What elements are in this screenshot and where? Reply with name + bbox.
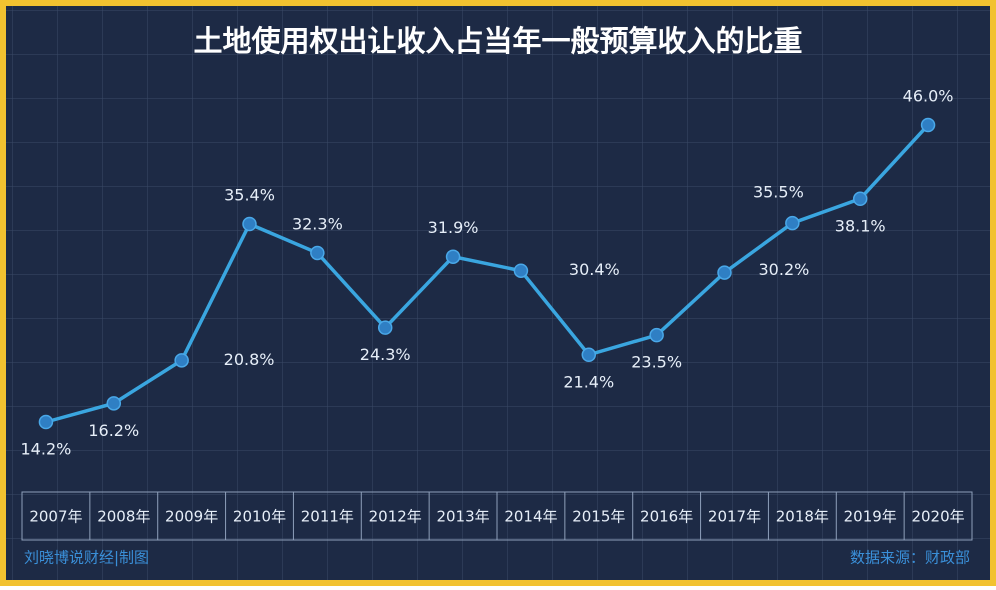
x-tick-label: 2010年 [233,508,286,526]
data-point [581,347,597,363]
x-tick-label: 2008年 [97,508,150,526]
data-point [310,245,325,261]
x-tick-label: 2016年 [640,508,693,526]
x-tick-label: 2018年 [776,508,829,526]
data-point [377,320,393,335]
x-tick-label: 2013年 [436,508,489,526]
data-point [513,263,529,278]
data-label: 46.0% [903,87,954,106]
data-label: 16.2% [88,421,139,440]
data-line [45,123,930,424]
x-tick-label: 2015年 [572,508,625,526]
data-point [785,215,800,231]
chart-title: 土地使用权出让收入占当年一般预算收入的比重 [193,24,802,58]
x-tick-label: 2009年 [165,508,218,526]
data-point [717,265,732,280]
data-point [920,117,936,133]
data-point [106,396,122,411]
data-label: 38.1% [835,216,886,235]
source: 数据来源：财政部 [850,549,970,567]
x-tick-label: 2011年 [301,508,354,526]
data-label: 35.4% [224,186,275,205]
data-point [649,327,664,343]
grid [6,6,990,580]
data-point [852,191,868,207]
data-label: 31.9% [428,218,479,237]
data-label: 32.3% [292,214,343,233]
data-point [445,249,461,264]
x-tick-label: 2019年 [844,508,897,526]
data-label: 30.4% [569,260,620,279]
data-label: 35.5% [753,183,804,202]
credit: 刘晓博说财经|制图 [24,549,149,567]
x-tick-label: 2014年 [504,508,557,526]
x-tick-label: 2007年 [29,508,82,526]
data-label: 30.2% [759,260,810,279]
data-label: 14.2% [21,440,72,459]
data-point [242,216,257,232]
data-point [174,353,189,368]
data-point [38,414,54,430]
x-tick-label: 2020年 [911,508,964,526]
data-label: 21.4% [563,372,614,391]
x-tick-label: 2012年 [369,508,422,526]
data-label: 23.5% [631,353,682,372]
data-label: 24.3% [360,345,411,364]
data-label: 20.8% [224,350,275,369]
x-tick-label: 2017年 [708,508,761,526]
